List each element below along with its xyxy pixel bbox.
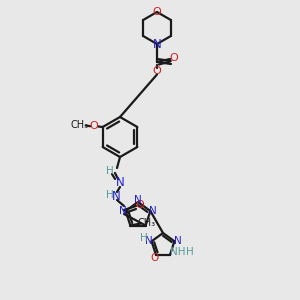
Text: H: H <box>186 247 194 257</box>
Text: N: N <box>145 236 152 246</box>
Text: O: O <box>151 253 159 263</box>
Text: O: O <box>169 53 178 63</box>
Text: NH: NH <box>170 247 186 257</box>
Text: N: N <box>134 195 142 205</box>
Text: N: N <box>153 38 161 50</box>
Text: H: H <box>106 166 114 176</box>
Text: CH₃: CH₃ <box>70 120 89 130</box>
Text: O: O <box>153 7 161 17</box>
Text: N: N <box>149 206 157 216</box>
Text: N: N <box>119 206 127 216</box>
Text: O: O <box>89 121 98 131</box>
Text: H: H <box>106 190 114 200</box>
Text: N: N <box>116 176 124 190</box>
Text: O: O <box>136 200 144 210</box>
Text: N: N <box>112 190 120 202</box>
Text: H: H <box>140 233 148 243</box>
Text: N: N <box>173 236 181 246</box>
Text: CH₃: CH₃ <box>137 218 155 227</box>
Text: O: O <box>153 66 161 76</box>
